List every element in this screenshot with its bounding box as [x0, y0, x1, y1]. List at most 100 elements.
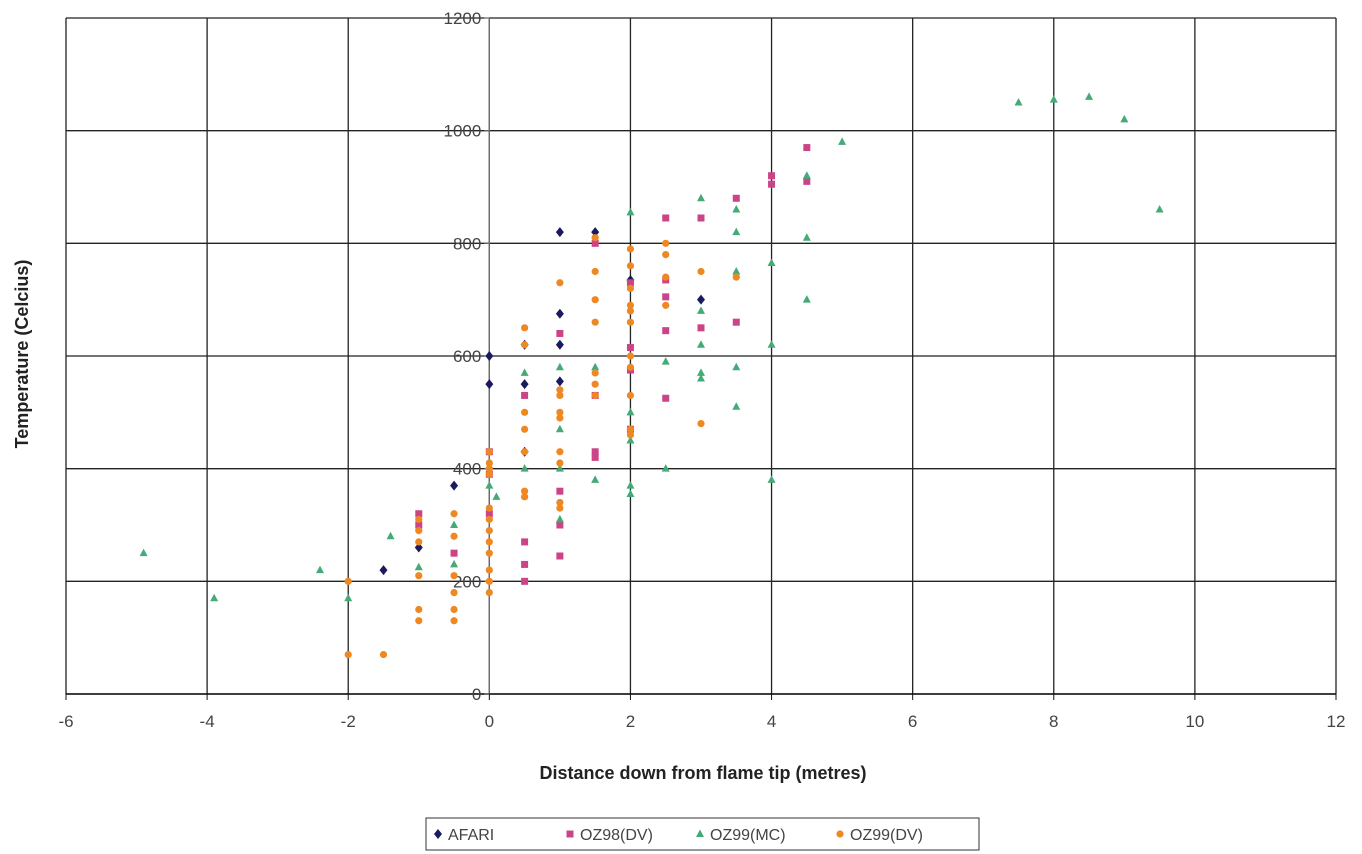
data-point	[485, 589, 493, 597]
data-point	[485, 577, 493, 585]
data-point	[626, 436, 635, 444]
data-point	[1085, 92, 1094, 100]
x-tick-label: 12	[1327, 712, 1346, 731]
data-point	[450, 589, 458, 597]
data-point	[521, 408, 529, 416]
data-point	[520, 368, 529, 376]
data-point	[768, 180, 776, 188]
data-point	[485, 566, 493, 574]
data-point	[139, 548, 148, 557]
data-point	[450, 572, 458, 580]
y-tick-label: 800	[453, 234, 481, 253]
data-point	[450, 510, 458, 518]
data-point	[626, 245, 635, 253]
data-point	[626, 407, 635, 416]
data-point	[520, 379, 529, 390]
data-point	[732, 194, 740, 202]
data-point	[555, 362, 564, 371]
data-point	[626, 352, 635, 360]
data-point	[802, 233, 811, 241]
data-point	[521, 577, 529, 585]
data-point	[555, 376, 564, 387]
data-point	[485, 510, 493, 518]
data-point	[485, 527, 493, 535]
data-point	[838, 137, 847, 145]
legend-item: OZ99(DV)	[836, 827, 923, 844]
data-point	[591, 234, 599, 242]
legend-label: OZ98(DV)	[580, 827, 653, 844]
data-point	[697, 214, 705, 222]
data-point	[555, 308, 564, 319]
data-point	[591, 362, 600, 371]
data-point	[556, 448, 564, 456]
data-point	[379, 650, 388, 659]
data-point	[521, 324, 529, 332]
data-point	[697, 294, 705, 305]
data-point	[415, 538, 423, 546]
y-tick-label: 200	[453, 572, 481, 591]
data-point	[485, 379, 494, 390]
data-point	[626, 425, 635, 433]
x-tick-label: 0	[485, 712, 494, 731]
data-point	[415, 521, 423, 529]
data-point	[521, 425, 529, 433]
y-tick-label: 600	[453, 347, 481, 366]
data-point	[662, 251, 670, 259]
data-point	[732, 267, 741, 275]
data-point	[591, 239, 599, 247]
data-point	[626, 279, 634, 287]
data-point	[414, 562, 423, 571]
data-point	[485, 549, 493, 557]
y-tick-label: 1200	[444, 9, 482, 28]
data-point	[591, 448, 599, 456]
data-point	[802, 295, 811, 303]
legend-item: OZ99(MC)	[696, 827, 786, 844]
data-point	[591, 380, 599, 388]
data-point	[556, 487, 564, 495]
data-point	[415, 605, 423, 614]
data-point	[626, 363, 635, 371]
data-point	[626, 489, 635, 498]
data-point	[697, 368, 705, 376]
data-point	[732, 318, 740, 326]
data-point	[556, 498, 564, 507]
data-point	[415, 617, 423, 625]
data-point	[591, 318, 599, 326]
data-point	[767, 340, 776, 348]
data-point	[492, 492, 501, 500]
data-point	[732, 205, 741, 213]
data-point	[556, 459, 564, 467]
x-axis-title: Distance down from flame tip (metres)	[539, 763, 866, 783]
data-point	[626, 301, 635, 309]
data-point	[662, 394, 670, 402]
data-point	[591, 475, 600, 483]
data-point	[626, 262, 635, 270]
data-point	[450, 559, 459, 568]
data-point	[626, 318, 635, 326]
data-point	[521, 538, 529, 546]
legend-marker	[434, 829, 442, 839]
data-point	[521, 448, 529, 456]
data-point	[485, 448, 493, 456]
data-point	[415, 515, 423, 523]
data-point	[662, 327, 670, 335]
data-point	[556, 521, 564, 529]
data-point	[591, 369, 599, 377]
data-point	[662, 214, 670, 222]
legend: AFARI OZ98(DV) OZ99(MC) OZ99(DV)	[425, 817, 980, 851]
x-tick-label: 2	[626, 712, 635, 731]
data-point	[555, 464, 564, 472]
legend-label: OZ99(DV)	[850, 827, 923, 844]
x-tick-label: 6	[908, 712, 917, 731]
data-point	[626, 207, 635, 216]
data-point	[767, 258, 776, 267]
data-point	[379, 565, 388, 576]
data-point	[591, 267, 599, 276]
data-point	[803, 144, 811, 152]
data-point	[556, 408, 564, 416]
data-point	[661, 464, 670, 472]
data-point	[556, 279, 564, 287]
data-point	[697, 324, 705, 332]
x-tick-label: 8	[1049, 712, 1058, 731]
